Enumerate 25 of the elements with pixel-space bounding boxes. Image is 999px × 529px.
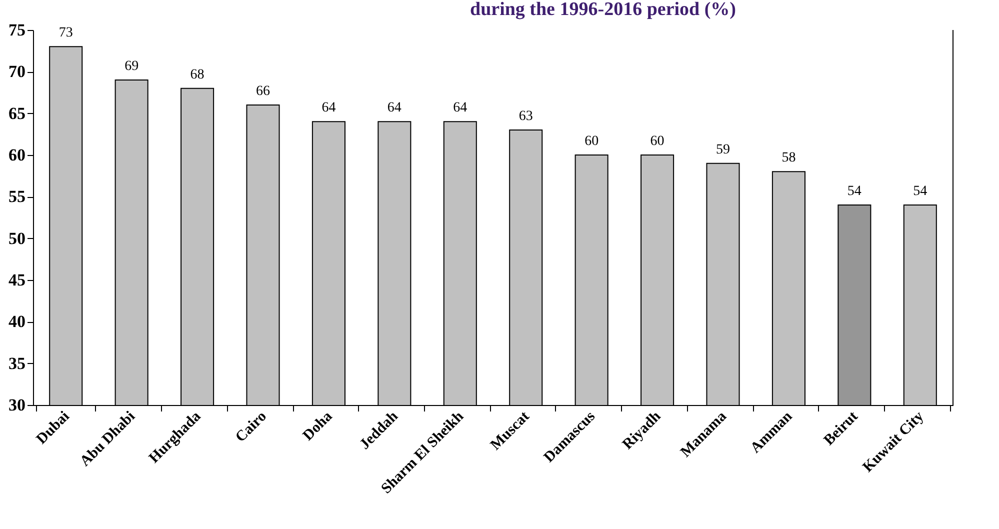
data-label: 68 [190, 67, 204, 82]
data-label: 73 [58, 26, 73, 41]
data-label: 63 [518, 109, 533, 124]
data-label: 59 [716, 142, 730, 158]
y-tick-label: 35 [8, 354, 26, 373]
y-tick-label: 60 [8, 146, 26, 164]
data-label: 54 [847, 184, 862, 199]
y-tick-label: 75 [8, 20, 26, 40]
y-tick-label: 50 [8, 228, 26, 248]
data-label: 58 [782, 150, 796, 166]
data-label: 69 [124, 59, 139, 74]
y-tick-label: 40 [8, 312, 26, 332]
data-label: 64 [453, 100, 468, 116]
y-tick-label: 65 [8, 104, 26, 123]
data-label: 60 [650, 134, 664, 149]
data-label: 64 [387, 100, 402, 116]
data-label: 64 [322, 100, 336, 116]
data-label: 66 [256, 84, 270, 99]
y-tick-label: 55 [8, 187, 26, 206]
chart-title: during the 1996-2016 period (%) [470, 0, 736, 20]
y-tick-label: 70 [8, 62, 26, 82]
y-tick-label: 45 [8, 270, 26, 290]
y-tick-label: 30 [8, 396, 26, 414]
data-label: 54 [913, 184, 928, 199]
data-label: 60 [584, 134, 599, 149]
